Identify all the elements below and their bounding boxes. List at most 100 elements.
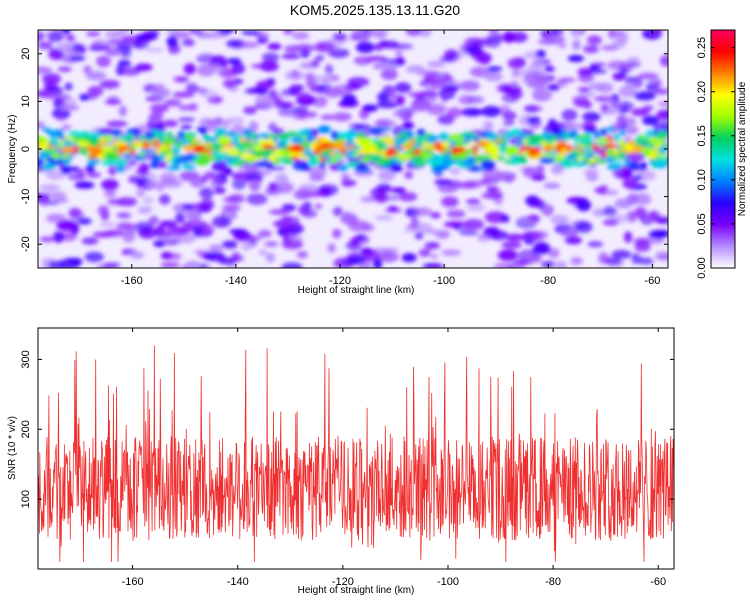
heatmap-cell: [180, 154, 195, 161]
heatmap-cell: [332, 206, 343, 217]
heatmap-cell: [446, 107, 462, 118]
heatmap-cell: [477, 155, 484, 161]
heatmap-cell: [107, 38, 124, 45]
heatmap-cell: [640, 162, 648, 171]
heatmap-cell: [229, 149, 239, 156]
heatmap-cell: [266, 78, 276, 85]
snr-panel: -160 -140 -120 -100 -80 -60 100 200 300 Height …: [7, 327, 675, 596]
heatmap-cell: [52, 152, 60, 160]
heatmap-cell: [658, 145, 668, 155]
heatmap-cell: [577, 138, 592, 144]
heatmap-cell: [392, 110, 407, 117]
heatmap-cell: [552, 127, 562, 136]
heatmap-cell: [306, 79, 319, 90]
heatmap-cell: [599, 128, 608, 136]
heatmap-cell: [39, 236, 56, 243]
heatmap-cell: [288, 234, 303, 242]
heatmap-cell: [415, 153, 422, 161]
heatmap-cell: [319, 161, 326, 169]
heatmap-cell: [104, 229, 126, 237]
heatmap-cell: [459, 230, 479, 236]
heatmap-cell: [192, 145, 207, 153]
heatmap-cell: [196, 53, 217, 64]
snr-x-tick-label: -100: [437, 576, 459, 588]
heatmap-cell: [504, 159, 512, 164]
heatmap-cell: [429, 253, 439, 259]
heatmap-cell: [503, 119, 515, 127]
heatmap-cell: [543, 182, 561, 189]
colorbar: 0.00 0.05 0.10 0.15 0.20 0.25 Normalized spec…: [696, 29, 748, 279]
heatmap-cell: [374, 192, 389, 203]
heatmap-cell: [532, 58, 542, 69]
heatmap-cell: [634, 206, 647, 219]
heatmap-cell: [328, 48, 350, 58]
heatmap-cell: [266, 162, 275, 168]
heatmap-cell: [105, 48, 121, 57]
heatmap-cell: [341, 173, 350, 181]
heatmap-cell: [413, 136, 426, 144]
heatmap-cell: [486, 186, 499, 193]
heatmap-cell: [573, 97, 591, 108]
heatmap-cell: [626, 125, 639, 135]
heatmap-cell: [177, 130, 186, 140]
snr-y-axis-label: SNR (10 * v/v): [7, 416, 18, 480]
heatmap-cell: [582, 44, 600, 54]
heatmap-cell: [651, 88, 668, 95]
heatmap-cell: [261, 52, 280, 62]
heatmap-cell: [89, 146, 103, 156]
heatmap-cell: [69, 55, 86, 62]
heatmap-cell: [309, 173, 325, 182]
heatmap-cell: [247, 132, 257, 140]
heatmap-cell: [267, 43, 282, 50]
heatmap-cell: [433, 142, 442, 149]
snr-y-tick-label: 100: [20, 490, 32, 508]
heatmap-cell: [199, 89, 218, 99]
heatmap-cell: [157, 229, 177, 236]
heatmap-cell: [185, 83, 199, 94]
heatmap-cell: [61, 124, 72, 131]
heatmap-cell: [365, 55, 388, 62]
heatmap-cell: [268, 133, 276, 139]
heatmap-cell: [410, 99, 432, 112]
heatmap-cell: [315, 55, 325, 61]
heatmap-cell: [414, 158, 421, 166]
heatmap-cell: [459, 80, 481, 92]
heatmap-cell: [184, 38, 194, 47]
snr-x-axis: -160 -140 -120 -100 -80 -60: [122, 328, 666, 588]
heatmap-cell: [287, 151, 303, 158]
heatmap-cell: [395, 56, 405, 66]
heatmap-x-tick-label: -160: [121, 275, 143, 287]
heatmap-cell: [265, 138, 274, 146]
heatmap-cell: [273, 148, 285, 156]
heatmap-x-axis: -160 -140 -120 -100 -80 -60: [121, 30, 660, 287]
heatmap-cell: [526, 105, 544, 112]
heatmap-cell: [660, 55, 668, 67]
heatmap-cell: [135, 189, 145, 197]
heatmap-cell: [107, 198, 126, 206]
heatmap-cell: [458, 95, 475, 105]
heatmap-cell: [486, 133, 498, 141]
heatmap-cell: [623, 76, 639, 83]
heatmap-cell: [223, 79, 236, 89]
heatmap-cell: [595, 136, 609, 144]
heatmap-cell: [441, 158, 458, 164]
heatmap-cell: [535, 50, 546, 58]
heatmap-cell: [138, 152, 146, 157]
heatmap-cell: [603, 97, 619, 104]
heatmap-cell: [561, 109, 578, 122]
heatmap-cell: [217, 136, 232, 145]
heatmap-cell: [86, 70, 106, 81]
heatmap-cell: [194, 249, 209, 256]
heatmap-cell: [314, 203, 323, 209]
heatmap-cell: [118, 105, 127, 117]
heatmap-cell: [254, 94, 273, 107]
heatmap-cell: [624, 144, 635, 151]
heatmap-cell: [467, 166, 480, 172]
heatmap-cell: [86, 132, 103, 139]
heatmap-cell: [642, 115, 659, 126]
heatmap-cell: [203, 142, 212, 147]
heatmap-cell: [59, 154, 72, 159]
heatmap-cell: [606, 164, 621, 171]
colorbar-tick-label: 0.25: [696, 37, 708, 58]
heatmap-cell: [209, 177, 223, 190]
